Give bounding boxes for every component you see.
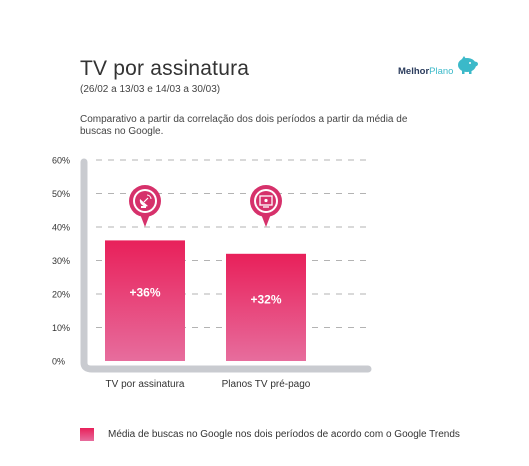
y-tick-label: 0% (52, 357, 65, 367)
satellite-dish-icon (129, 185, 161, 227)
axis-frame (80, 158, 372, 373)
piggy-logo-icon (458, 56, 478, 74)
y-tick-label: 20% (52, 290, 70, 300)
y-tick-label: 50% (52, 189, 70, 199)
bar-2 (226, 253, 306, 361)
y-tick-label: 60% (52, 156, 70, 166)
tv-icon (250, 185, 282, 227)
y-axis-ticks: 0% 10% 20% 30% 40% 50% 60% (52, 156, 70, 367)
logo-text: MelhorPlano (398, 66, 453, 77)
chart-subtitle: (26/02 a 13/03 e 14/03 a 30/03) (80, 84, 221, 95)
logo-text-plano: Plano (429, 66, 454, 77)
chart-title: TV por assinatura (80, 57, 250, 80)
chart-description: Comparativo a partir da correlação dos d… (80, 114, 408, 137)
legend-swatch (80, 428, 94, 441)
y-tick-label: 10% (52, 323, 70, 333)
bars (105, 240, 306, 361)
logo-text-melhor: Melhor (398, 66, 430, 77)
x-tick-label: Planos TV pré-pago (222, 379, 311, 390)
data-label: +36% (129, 286, 160, 300)
category-icons (129, 185, 282, 227)
x-tick-label: TV por assinatura (106, 379, 185, 390)
bar-1 (105, 240, 185, 361)
data-label: +32% (250, 292, 281, 306)
y-tick-label: 30% (52, 256, 70, 266)
melhorplano-logo: MelhorPlano (398, 56, 482, 82)
data-labels: +36% +32% (129, 286, 281, 307)
x-axis-labels: TV por assinatura Planos TV pré-pago (106, 379, 311, 390)
y-tick-label: 40% (52, 223, 70, 233)
legend-label: Média de buscas no Google nos dois perío… (108, 429, 460, 440)
